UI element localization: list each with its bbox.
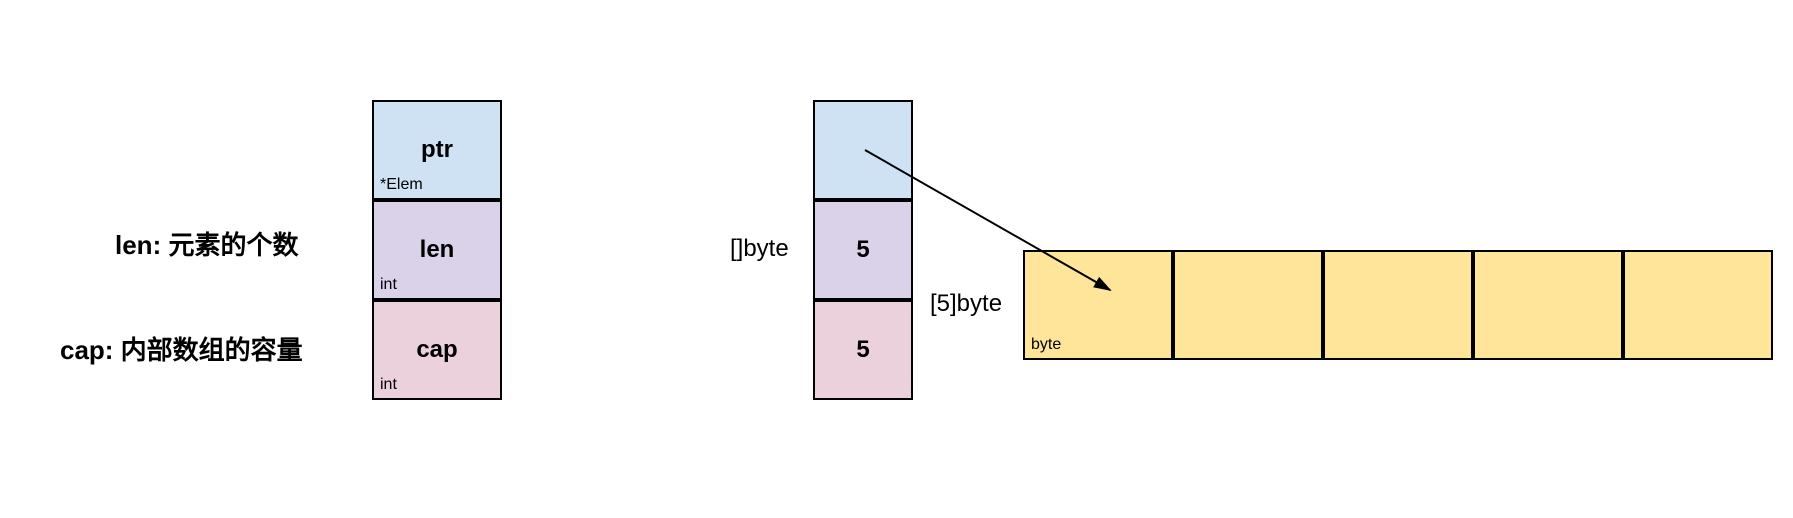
pointer-arrow <box>0 0 1793 518</box>
